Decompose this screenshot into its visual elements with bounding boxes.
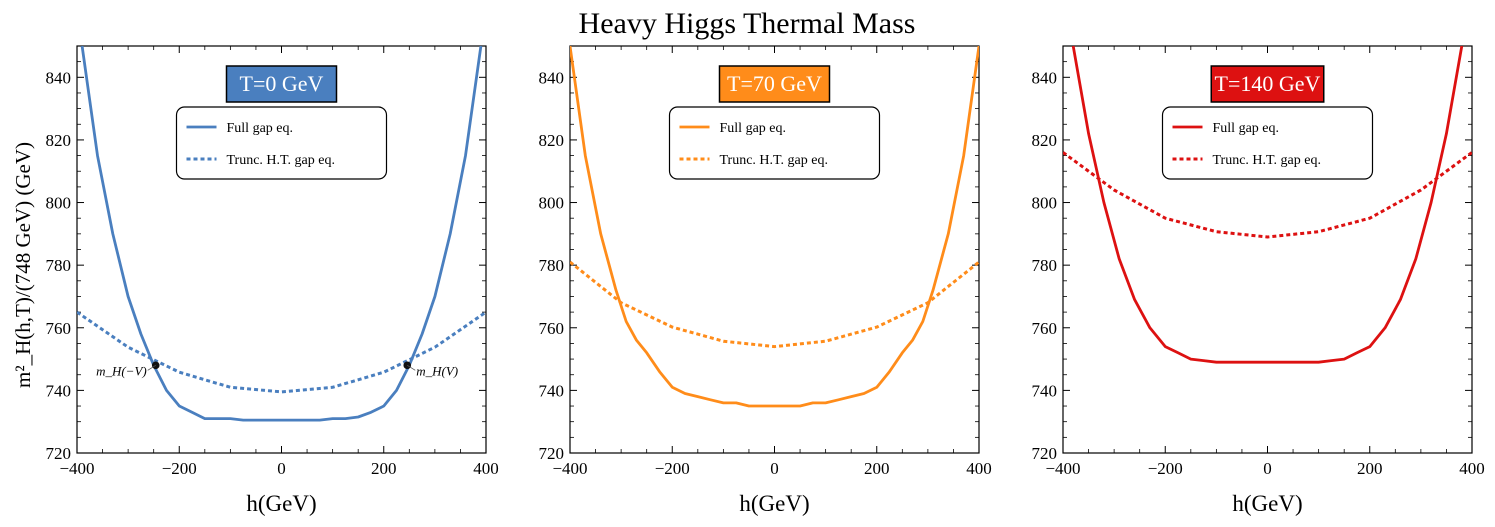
x-tick-label: 400	[966, 459, 992, 478]
annotation-label: m_H(V)	[416, 363, 458, 378]
y-tick-label: 820	[1032, 131, 1058, 150]
annotation-leader	[147, 364, 156, 371]
y-tick-label: 720	[46, 444, 72, 463]
y-axis-label: m²_H(h,T)/(748 GeV) (GeV)	[11, 142, 35, 388]
y-tick-label: 800	[539, 194, 565, 213]
x-tick-label: −400	[1045, 459, 1080, 478]
temperature-badge	[718, 65, 831, 103]
chart-panel-3: 720 740 760 780 800 820 840 −400 −200 0 200 400 h(Ge…	[1032, 45, 1485, 516]
full-gap-eq-line	[1071, 46, 1464, 364]
legend-label-trunc: Trunc. H.T. gap eq.	[227, 153, 336, 168]
annotation-label: m_H(−V)	[96, 363, 147, 378]
temperature-badge	[225, 65, 338, 103]
y-tick-label: 760	[1032, 319, 1058, 338]
chart-panel-2: 720 740 760 780 800 820 840 −400 −200 0 200 400 h(Ge…	[539, 45, 992, 516]
x-tick-label: −200	[162, 459, 197, 478]
x-tick-label: −400	[552, 459, 587, 478]
series-group	[1063, 46, 1472, 364]
y-tick-label: 840	[1032, 68, 1058, 87]
legend-label-trunc: Trunc. H.T. gap eq.	[720, 153, 829, 168]
legend-label-trunc: Trunc. H.T. gap eq.	[1213, 153, 1322, 168]
x-axis-label: h(GeV)	[1232, 491, 1302, 516]
y-tick-label: 760	[539, 319, 565, 338]
y-tick-label: 820	[539, 131, 565, 150]
y-tick-label: 740	[1032, 381, 1058, 400]
y-tick-label: 840	[46, 68, 72, 87]
x-axis-label: h(GeV)	[739, 491, 809, 516]
panels: 720 740 760 780 800 820 840 −400 −200 0 200 400 h(Ge…	[46, 45, 1485, 516]
series-group	[570, 46, 979, 408]
y-tick-label: 800	[1032, 194, 1058, 213]
y-tick-label: 760	[46, 319, 72, 338]
trunc-gap-eq-line	[1063, 151, 1472, 239]
y-tick-label: 780	[539, 256, 565, 275]
x-tick-label: −200	[655, 459, 690, 478]
y-tick-label: 740	[539, 381, 565, 400]
x-tick-label: 0	[1263, 459, 1272, 478]
x-tick-label: 0	[277, 459, 286, 478]
x-tick-label: −400	[59, 459, 94, 478]
legend-box	[1161, 106, 1374, 180]
trunc-gap-eq-line	[570, 260, 979, 349]
full-gap-eq-line	[570, 46, 979, 408]
legend-label-full: Full gap eq.	[227, 121, 294, 136]
temperature-badge-label: T=0 GeV	[240, 71, 324, 96]
trunc-gap-eq-line	[77, 310, 486, 394]
x-tick-label: 200	[371, 459, 397, 478]
y-tick-label: 820	[46, 131, 72, 150]
legend-label-full: Full gap eq.	[1213, 121, 1280, 136]
x-tick-label: 200	[1357, 459, 1383, 478]
temperature-badge	[1210, 65, 1325, 103]
y-tick-label: 720	[539, 444, 565, 463]
y-tick-label: 840	[539, 68, 565, 87]
annotation-leader	[407, 364, 416, 371]
x-tick-label: 400	[1459, 459, 1485, 478]
y-tick-label: 720	[1032, 444, 1058, 463]
y-tick-label: 780	[1032, 256, 1058, 275]
legend-box	[175, 106, 388, 180]
temperature-badge-label: T=140 GeV	[1215, 71, 1321, 96]
y-tick-label: 800	[46, 194, 72, 213]
x-tick-label: 400	[473, 459, 499, 478]
x-axis-label: h(GeV)	[246, 491, 316, 516]
x-tick-label: −200	[1148, 459, 1183, 478]
x-tick-label: 200	[864, 459, 890, 478]
legend-label-full: Full gap eq.	[720, 121, 787, 136]
y-tick-label: 740	[46, 381, 72, 400]
x-tick-label: 0	[770, 459, 779, 478]
chart-panel-1: 720 740 760 780 800 820 840 −400 −200 0 200 400 h(Ge…	[46, 45, 499, 516]
figure-title: Heavy Higgs Thermal Mass	[579, 7, 916, 40]
temperature-badge-label: T=70 GeV	[727, 71, 822, 96]
legend-box	[668, 106, 881, 180]
y-tick-label: 780	[46, 256, 72, 275]
